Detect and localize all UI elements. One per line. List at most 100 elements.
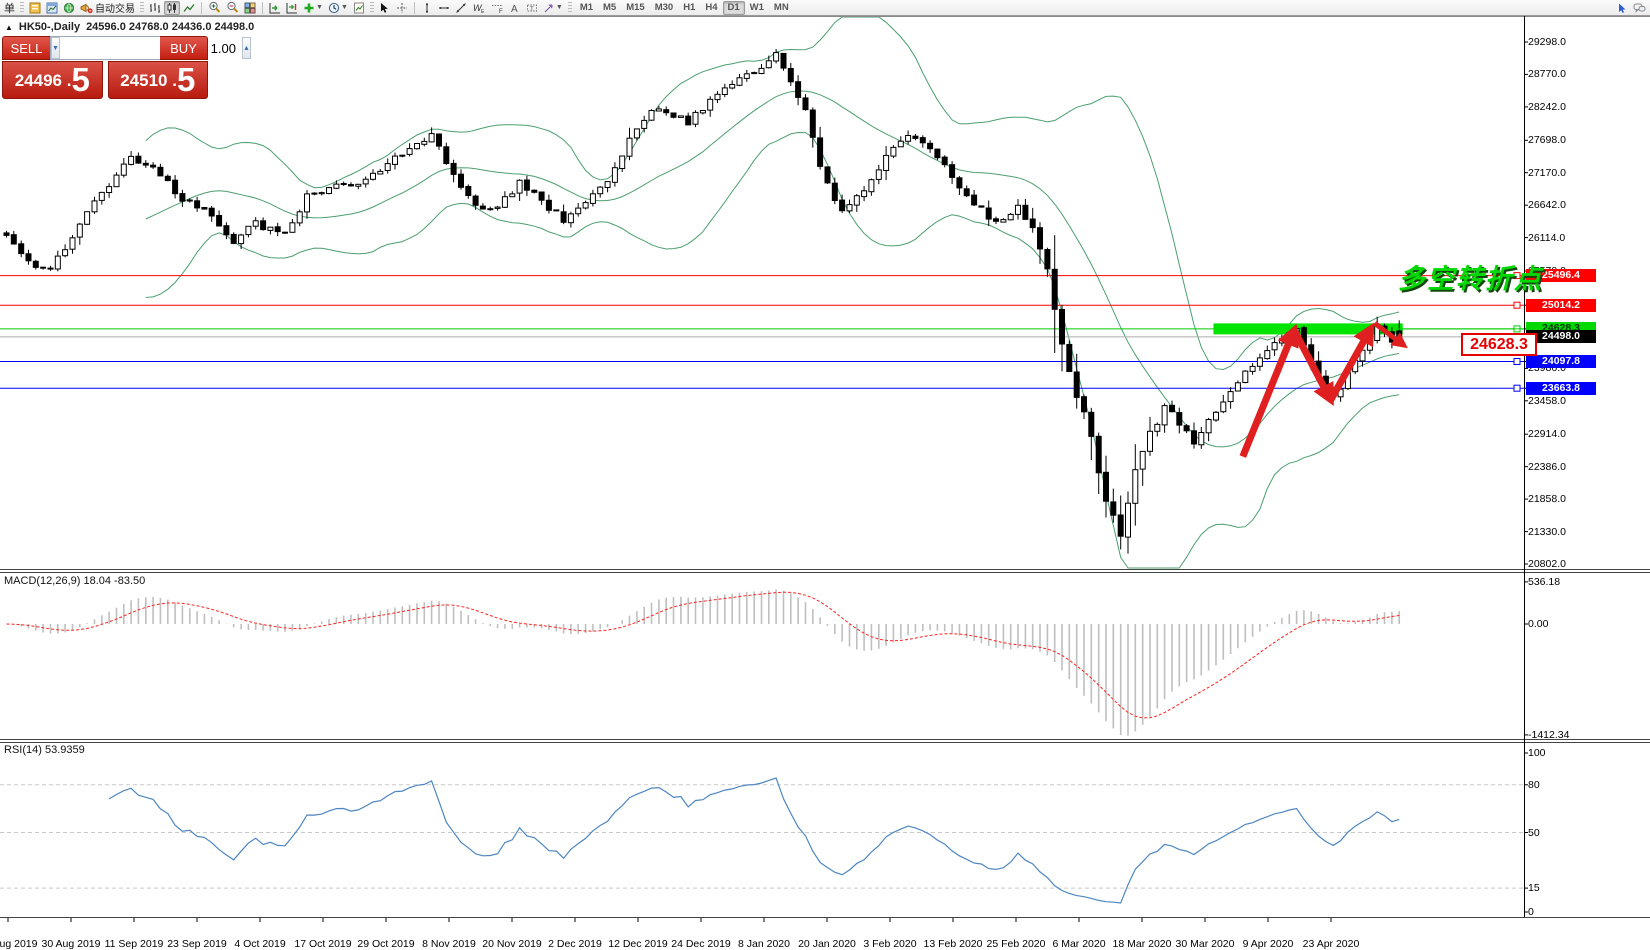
sell-price-display[interactable]: 24496 . 5 [2,61,103,99]
svg-text:F: F [499,9,503,14]
turning-point-annotation: 多空转折点 [1398,264,1543,294]
timeframe-button-m30[interactable]: M30 [654,2,674,13]
trendline-button[interactable] [453,1,469,15]
arrows-tool-button[interactable]: ▼ [541,1,565,15]
date-tick-label: 23 Sep 2019 [167,938,227,950]
cursor-button[interactable] [377,1,393,15]
volume-decrease-button[interactable]: ▼ [51,37,60,59]
collapse-triangle-icon[interactable]: ▲ [5,22,13,32]
timeframe-button-w1[interactable]: W1 [749,2,764,13]
date-tick-label: 23 Apr 2020 [1302,938,1360,950]
zoom-in-icon [208,1,221,14]
auto-scroll-button[interactable] [267,1,283,15]
date-tick-label: 2 Dec 2019 [548,938,602,950]
date-tick-label: 29 Oct 2019 [357,938,415,950]
zigzag-trend-arrows[interactable] [1239,321,1408,458]
sell-button[interactable]: SELL [2,36,50,60]
rsi-tick-label: 50 [1528,826,1540,839]
date-tick-label: 30 Aug 2019 [41,938,101,950]
timeframe-button-h4[interactable]: H4 [705,2,718,13]
buy-button[interactable]: BUY [160,36,208,60]
date-tick-label: 11 Sep 2019 [104,938,164,950]
buy-price-display[interactable]: 24510 . 5 [107,61,208,99]
level-price-badge: 24097.8 [1526,355,1596,368]
indicators-icon [303,2,315,14]
highlight-band[interactable] [1213,323,1403,335]
chat-button[interactable] [1631,1,1648,15]
buy-price-int: 24510 . [120,71,177,90]
timeframe-button-h1[interactable]: H1 [683,2,696,13]
toolbar-grip[interactable] [567,1,572,14]
timeframe-button-mn[interactable]: MN [773,2,789,13]
autotrading-button[interactable]: 自动交易 [78,1,137,15]
chart-shift-button[interactable] [284,1,300,15]
timeframe-button-m15[interactable]: M15 [626,2,645,13]
candlestick-chart-button[interactable] [164,0,180,15]
chart-window-button[interactable] [44,1,60,15]
line-chart-icon [183,2,195,14]
timeframe-button-m5[interactable]: M5 [603,2,617,13]
indicators-button[interactable]: ▼ [301,1,325,15]
rsi-tick-label: 80 [1528,778,1540,791]
price-tick-label: 21330.0 [1528,525,1566,538]
price-tick-label: 23458.0 [1528,394,1566,407]
volume-input[interactable] [59,37,242,59]
timeframe-button-d1[interactable]: D1 [722,0,745,15]
chart-title: ▲ HK50-,Daily 24596.0 24768.0 24436.0 24… [5,21,254,33]
svg-text:E: E [481,9,485,14]
toolbar-grip[interactable] [140,1,144,14]
bollinger-bands [145,16,1400,569]
autotrading-label: 自动交易 [95,4,135,15]
megaphone-icon [80,2,93,14]
templates-button[interactable] [351,1,367,15]
periods-button[interactable]: ▼ [326,1,350,15]
svg-text:T: T [530,6,534,12]
one-click-trading-panel: SELL ▼ ▲ BUY 24496 . 5 24510 . 5 [2,36,251,99]
price-tick-label: 22914.0 [1528,428,1566,441]
vline-button[interactable] [419,1,435,15]
date-tick-label: 25 Feb 2020 [986,938,1046,950]
date-tick-label: 9 Apr 2020 [1242,938,1294,950]
rsi-tick-label: 100 [1528,747,1546,759]
level-price-badge: 25496.4 [1526,269,1596,283]
zoom-in-button[interactable] [206,1,223,15]
date-tick-label: 20 Aug 2019 [0,938,38,950]
candlestick-chart-icon [166,2,178,14]
auto-scroll-icon [269,2,281,14]
fibonacci-button[interactable]: F [489,1,506,15]
tile-windows-button[interactable] [242,1,258,15]
line-chart-button[interactable] [181,1,197,15]
chart-window: ▲ HK50-,Daily 24596.0 24768.0 24436.0 24… [0,16,1650,950]
date-tick-label: 3 Feb 2020 [863,938,917,950]
market-watch-button[interactable] [61,1,77,15]
bar-chart-icon [149,2,161,14]
chart-canvas[interactable] [0,16,1650,942]
chevron-down-icon: ▼ [555,4,563,11]
menu-fragment: 单 [4,2,15,15]
rsi-tick-label: 0 [1528,906,1534,918]
chart-shift-icon [286,2,298,14]
chevron-down-icon: ▼ [340,4,348,11]
level-price-badge: 23663.8 [1526,381,1596,395]
sell-price-int: 24496 . [14,71,72,90]
label-tool-button[interactable]: T [524,1,540,15]
price-tick-label: 21858.0 [1528,493,1566,506]
metaeditor-button[interactable] [1614,1,1630,15]
new-order-button[interactable] [27,1,43,15]
hline-icon [438,3,450,13]
vline-icon [422,2,432,14]
text-tool-button[interactable]: A [507,1,523,15]
volume-increase-button[interactable]: ▲ [241,37,251,59]
zoom-out-button[interactable] [224,1,241,15]
crosshair-button[interactable] [394,1,410,15]
toolbar-grip[interactable] [20,1,24,14]
timeframe-button-m1[interactable]: M1 [579,2,594,13]
price-callout-label[interactable]: 24628.3 [1461,333,1537,356]
bar-chart-button[interactable] [147,1,163,15]
hline-button[interactable] [436,1,452,15]
chart-symbol-label: HK50-,Daily [18,21,81,33]
toolbar-grip[interactable] [369,1,374,14]
sell-price-big-digit: 5 [71,61,90,98]
